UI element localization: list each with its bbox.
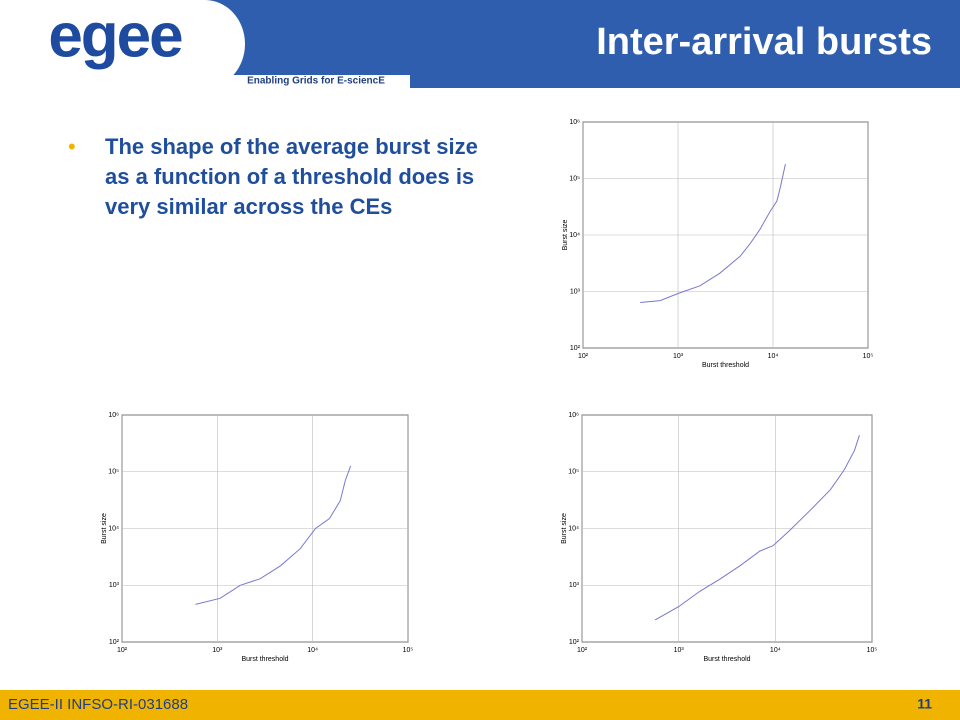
y-tick-label: 10⁶: [108, 412, 119, 419]
x-tick-label: 10³: [212, 647, 223, 654]
y-tick-label: 10⁴: [568, 525, 579, 532]
x-axis-label: Burst threshold: [703, 656, 750, 663]
page-number: 11: [917, 696, 932, 712]
bullet-text: The shape of the average burst size as a…: [105, 134, 478, 219]
x-axis-label: Burst threshold: [702, 362, 749, 369]
tagline: Enabling Grids for E-sciencE: [247, 76, 385, 87]
x-tick-label: 10³: [674, 647, 685, 654]
x-tick-label: 10⁴: [768, 353, 779, 360]
x-tick-label: 10⁵: [403, 647, 414, 654]
bullet-marker: •: [68, 134, 76, 159]
tagline-area: [0, 75, 410, 88]
y-tick-label: 10⁵: [108, 469, 119, 476]
footer-band: [0, 690, 960, 720]
y-axis-label: Burst size: [561, 513, 568, 544]
y-tick-label: 10⁶: [569, 119, 580, 126]
logo-area: [0, 0, 245, 88]
data-line: [654, 435, 860, 621]
y-tick-label: 10⁶: [568, 412, 579, 419]
y-tick-label: 10³: [569, 582, 580, 589]
y-axis-label: Burst size: [562, 220, 569, 251]
x-tick-label: 10²: [578, 353, 589, 360]
y-tick-label: 10⁵: [568, 469, 579, 476]
y-tick-label: 10⁴: [108, 525, 119, 532]
y-tick-label: 10⁵: [569, 175, 580, 182]
footer-text: EGEE-II INFSO-RI-031688: [8, 696, 188, 713]
y-tick-label: 10²: [109, 639, 120, 646]
data-line: [640, 163, 786, 303]
y-axis-label: Burst size: [101, 513, 108, 544]
x-tick-label: 10⁴: [770, 647, 781, 654]
x-tick-label: 10²: [117, 647, 128, 654]
slide-title: Inter-arrival bursts: [596, 21, 932, 63]
y-tick-label: 10³: [570, 288, 581, 295]
x-tick-label: 10⁵: [863, 353, 874, 360]
x-tick-label: 10⁵: [867, 647, 878, 654]
x-axis-label: Burst threshold: [241, 656, 288, 663]
data-line: [195, 465, 352, 605]
y-tick-label: 10⁴: [569, 232, 580, 239]
x-tick-label: 10³: [673, 353, 684, 360]
y-tick-label: 10²: [569, 639, 580, 646]
y-tick-label: 10²: [570, 345, 581, 352]
x-tick-label: 10⁴: [307, 647, 318, 654]
logo: egee: [48, 1, 182, 70]
x-tick-label: 10²: [577, 647, 588, 654]
y-tick-label: 10³: [109, 582, 120, 589]
